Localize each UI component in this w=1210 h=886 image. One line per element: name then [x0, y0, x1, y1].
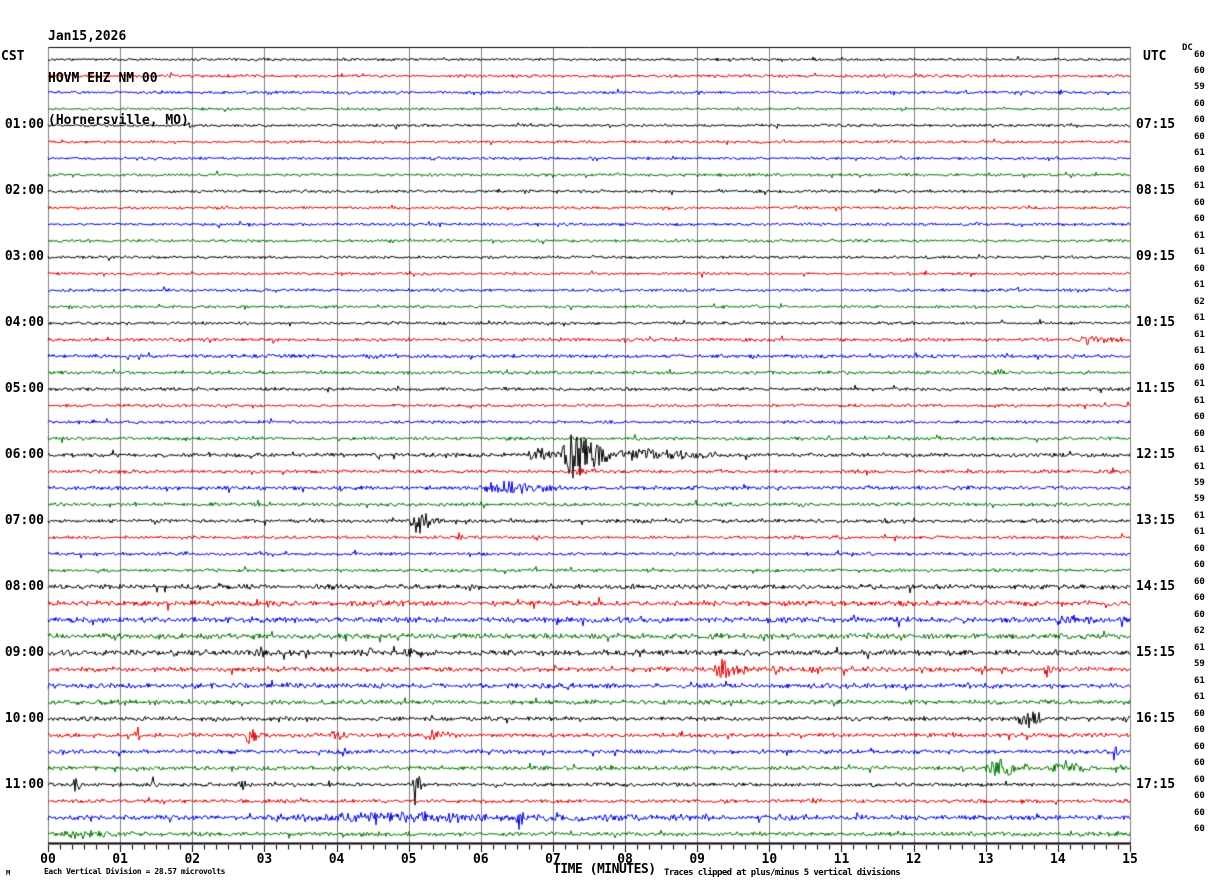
dc-value: 60	[1194, 65, 1205, 76]
right-time-label: 13:15	[1136, 512, 1176, 528]
dc-value: 61	[1194, 181, 1205, 192]
dc-value: 60	[1194, 197, 1205, 208]
x-tick-label: 07	[545, 852, 561, 867]
x-tick-label: 10	[761, 852, 778, 867]
left-time-label: 02:00	[4, 183, 44, 199]
left-time-label: 07:00	[4, 512, 44, 528]
dc-value: 60	[1194, 576, 1205, 587]
right-time-label: 17:15	[1136, 776, 1176, 792]
dc-value: 61	[1194, 692, 1205, 703]
dc-value: 62	[1194, 296, 1205, 307]
dc-label: DC	[1182, 43, 1193, 53]
footer-scale-note: Each Vertical Division = 28.57 microvolt…	[44, 867, 226, 876]
right-time-label: 08:15	[1136, 183, 1176, 199]
right-time-label: 16:15	[1136, 710, 1176, 726]
left-time-label: 09:00	[4, 644, 44, 660]
dc-value: 59	[1194, 494, 1205, 505]
dc-value: 60	[1194, 164, 1205, 175]
left-time-label: 10:00	[4, 710, 44, 726]
left-time-label: 08:00	[4, 578, 44, 594]
dc-value: 60	[1194, 362, 1205, 373]
dc-value: 60	[1194, 774, 1205, 785]
dc-value: 60	[1194, 593, 1205, 604]
left-axis-header: CST	[1, 49, 25, 64]
title-date: Jan15,2026	[48, 29, 127, 44]
dc-value: 60	[1194, 609, 1205, 620]
dc-value: 61	[1194, 346, 1205, 357]
dc-value: 60	[1194, 543, 1205, 554]
dc-value: 60	[1194, 131, 1205, 142]
dc-value: 61	[1194, 675, 1205, 686]
dc-value: 61	[1194, 395, 1205, 406]
left-time-label: 04:00	[4, 315, 44, 331]
right-time-label: 14:15	[1136, 578, 1176, 594]
right-time-label: 10:15	[1136, 315, 1176, 331]
dc-value: 62	[1194, 626, 1205, 637]
x-tick-label: 03	[256, 852, 273, 867]
dc-value: 60	[1194, 115, 1205, 126]
x-tick-label: 12	[905, 852, 922, 867]
right-time-label: 11:15	[1136, 381, 1176, 397]
dc-value: 60	[1194, 412, 1205, 423]
left-time-label: 05:00	[4, 381, 44, 397]
dc-value: 61	[1194, 247, 1205, 258]
right-time-label: 15:15	[1136, 644, 1176, 660]
dc-value: 61	[1194, 148, 1205, 159]
dc-value: 59	[1194, 477, 1205, 488]
dc-value: 61	[1194, 527, 1205, 538]
dc-value: 60	[1194, 214, 1205, 225]
dc-value: 60	[1194, 824, 1205, 835]
dc-value: 60	[1194, 741, 1205, 752]
x-tick-label: 14	[1050, 852, 1066, 867]
dc-value: 60	[1194, 791, 1205, 802]
dc-value: 60	[1194, 560, 1205, 571]
dc-value: 60	[1194, 758, 1205, 769]
title-location: (Hornersville, MO)	[48, 113, 189, 128]
dc-value: 60	[1194, 428, 1205, 439]
title-station: HOVM EHZ NM 00	[48, 71, 158, 86]
x-tick-label: 15	[1122, 852, 1138, 867]
x-tick-label: 09	[689, 852, 706, 867]
footer-clip-note: Traces clipped at plus/minus 5 vertical …	[664, 868, 901, 878]
dc-value: 61	[1194, 461, 1205, 472]
dc-value: 59	[1194, 82, 1205, 93]
dc-value: 61	[1194, 313, 1205, 324]
x-tick-label: 06	[472, 852, 489, 867]
dc-value: 60	[1194, 49, 1205, 60]
dc-value: 59	[1194, 659, 1205, 670]
dc-value: 61	[1194, 510, 1205, 521]
right-time-label: 09:15	[1136, 249, 1176, 265]
dc-value: 60	[1194, 725, 1205, 736]
dc-value: 60	[1194, 807, 1205, 818]
x-tick-label: 00	[40, 852, 56, 867]
watermark: M	[6, 869, 11, 877]
right-time-label: 12:15	[1136, 447, 1176, 463]
x-tick-label: 13	[977, 852, 994, 867]
x-tick-label: 05	[400, 852, 417, 867]
x-tick-label: 08	[617, 852, 633, 867]
dc-value: 60	[1194, 263, 1205, 274]
right-time-label: 07:15	[1136, 117, 1176, 133]
left-time-label: 03:00	[4, 249, 44, 265]
dc-value: 61	[1194, 379, 1205, 390]
x-tick-label: 11	[833, 852, 850, 867]
dc-value: 61	[1194, 280, 1205, 291]
x-tick-label: 02	[184, 852, 201, 867]
dc-value: 61	[1194, 230, 1205, 241]
x-tick-label: 01	[112, 852, 128, 867]
left-time-label: 01:00	[4, 117, 44, 133]
left-time-label: 11:00	[4, 776, 44, 792]
title-block: Jan15,2026 HOVM EHZ NM 00 (Hornersville,…	[48, 2, 189, 156]
dc-value: 60	[1194, 98, 1205, 109]
x-axis-title: TIME (MINUTES)	[553, 862, 656, 877]
dc-value: 61	[1194, 445, 1205, 456]
dc-value: 60	[1194, 708, 1205, 719]
left-time-label: 06:00	[4, 447, 44, 463]
right-axis-header: UTC	[1143, 49, 1167, 64]
dc-value: 61	[1194, 329, 1205, 340]
dc-value: 61	[1194, 642, 1205, 653]
x-tick-label: 04	[328, 852, 345, 867]
